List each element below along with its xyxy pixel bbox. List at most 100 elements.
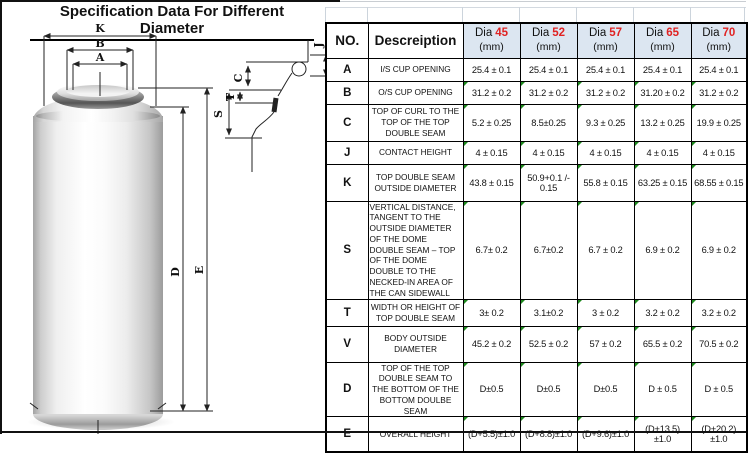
faint-gridline (462, 7, 463, 22)
row-letter: D (325, 361, 369, 418)
value-cell: (D+5.5)±1.0 (462, 416, 521, 453)
value-cell: (D+20.2) ±1.0 (690, 416, 748, 453)
row-letter: K (325, 163, 369, 202)
row-letter: A (325, 57, 369, 82)
value-cell: 63.25 ± 0.15 (633, 163, 692, 202)
value-cell: 25.4 ± 0.1 (519, 57, 578, 82)
col-header-dia-52: Dia 52 (mm) (519, 22, 578, 59)
row-description: OVERALL HEIGHT (367, 416, 464, 453)
value-cell: 3.2 ± 0.2 (633, 298, 692, 327)
frame-border-left (0, 0, 2, 434)
can-body (33, 116, 163, 414)
value-cell: 9.3 ± 0.25 (576, 103, 635, 142)
spec-row-A: A I/S CUP OPENING 25.4 ± 0.1 25.4 ± 0.1 … (325, 57, 748, 82)
dim-label-D: D (169, 267, 182, 277)
value-cell: 6.9 ± 0.2 (633, 200, 692, 300)
col-header-dia-70: Dia 70 (mm) (690, 22, 748, 59)
faint-gridline (325, 7, 326, 22)
dim-label-B: B (95, 37, 104, 50)
value-cell: (D+13.5) ±1.0 (633, 416, 692, 453)
row-description: WIDTH OR HEIGHT OF TOP DOUBLE SEAM (367, 298, 464, 327)
dimension-labels: K B A D E C T S J (95, 22, 325, 277)
dia-value: 57 (609, 27, 623, 40)
value-cell: 3± 0.2 (462, 298, 521, 327)
value-cell: D ± 0.5 (690, 361, 748, 418)
value-cell: 6.7± 0.2 (462, 200, 521, 300)
dia-value: 70 (722, 27, 736, 40)
col-header-dia-45: Dia 45 (mm) (462, 22, 521, 59)
value-cell: 6.7 ± 0.2 (576, 200, 635, 300)
value-cell: 68.55 ± 0.15 (690, 163, 748, 202)
row-description: BODY OUTSIDE DIAMETER (367, 325, 464, 363)
can-cup-inner (66, 85, 130, 97)
row-letter: V (325, 325, 369, 363)
row-description: TOP OF CURL TO THE TOP OF THE TOP DOUBLE… (367, 103, 464, 142)
value-cell: 70.5 ± 0.2 (690, 325, 748, 363)
value-cell: 3 ± 0.2 (576, 298, 635, 327)
value-cell: D±0.5 (519, 361, 578, 418)
value-cell: 65.5 ± 0.2 (633, 325, 692, 363)
value-cell: 5.2 ± 0.25 (462, 103, 521, 142)
dia-value: 52 (552, 27, 566, 40)
row-description: CONTACT HEIGHT (367, 140, 464, 165)
dimension-lines: K B A D E C T S J (29, 22, 331, 434)
value-cell: 4 ± 0.15 (576, 140, 635, 165)
can-technical-drawing: K B A D E C T S J (0, 0, 340, 434)
dim-label-A: A (95, 51, 105, 64)
col-header-dia-57: Dia 57 (mm) (576, 22, 635, 59)
value-cell: 55.8 ± 0.15 (576, 163, 635, 202)
spec-row-T: T WIDTH OR HEIGHT OF TOP DOUBLE SEAM 3± … (325, 298, 748, 327)
faint-gridline (576, 7, 577, 22)
value-cell: 31.2 ± 0.2 (690, 80, 748, 105)
dim-label-J: J (312, 42, 325, 48)
dia-prefix: Dia (645, 27, 664, 40)
value-cell: 25.4 ± 0.1 (633, 57, 692, 82)
value-cell: 50.9+0.1 /- 0.15 (519, 163, 578, 202)
value-cell: 4 ± 0.15 (690, 140, 748, 165)
row-letter: T (325, 298, 369, 327)
value-cell: 31.2 ± 0.2 (462, 80, 521, 105)
value-cell: D±0.5 (462, 361, 521, 418)
value-cell: 6.7±0.2 (519, 200, 578, 300)
dia-value: 65 (666, 27, 680, 40)
value-cell: D ± 0.5 (633, 361, 692, 418)
value-cell: 25.4 ± 0.1 (690, 57, 748, 82)
dim-label-K: K (95, 22, 105, 35)
dim-label-T: T (224, 92, 237, 101)
spec-row-V: V BODY OUTSIDE DIAMETER 45.2 ± 0.2 52.5 … (325, 325, 748, 363)
spec-row-C: C TOP OF CURL TO THE TOP OF THE TOP DOUB… (325, 103, 748, 142)
dia-unit: (mm) (479, 41, 504, 54)
value-cell: 31.2 ± 0.2 (576, 80, 635, 105)
dia-value: 45 (495, 27, 509, 40)
col-header-no: NO. (325, 22, 369, 59)
dia-prefix: Dia (702, 27, 720, 40)
dim-label-E: E (193, 266, 206, 274)
value-cell: 57 ± 0.2 (576, 325, 635, 363)
value-cell: 25.4 ± 0.1 (462, 57, 521, 82)
value-cell: 4 ± 0.15 (462, 140, 521, 165)
dia-unit: (mm) (593, 41, 618, 54)
dia-prefix: Dia (531, 27, 550, 40)
value-cell: 3.2 ± 0.2 (690, 298, 748, 327)
row-letter: B (325, 80, 369, 105)
faint-gridline (690, 7, 691, 22)
value-cell: 13.2 ± 0.25 (633, 103, 692, 142)
spec-row-D: D TOP OF THE TOP DOUBLE SEAM TO THE BOTT… (325, 361, 748, 418)
faint-gridline (325, 7, 746, 8)
frame-border-top (0, 0, 340, 2)
value-cell: 4 ± 0.15 (633, 140, 692, 165)
value-cell: (D+9.6)±1.0 (576, 416, 635, 453)
row-letter: C (325, 103, 369, 142)
value-cell: 31.20 ± 0.2 (633, 80, 692, 105)
dia-unit: (mm) (706, 41, 732, 54)
col-header-dia-65: Dia 65 (mm) (633, 22, 692, 59)
row-description: TOP OF THE TOP DOUBLE SEAM TO THE BOTTOM… (367, 361, 464, 418)
value-cell: 25.4 ± 0.1 (576, 57, 635, 82)
row-description: I/S CUP OPENING (367, 57, 464, 82)
faint-gridline (744, 7, 745, 22)
row-letter: E (325, 416, 369, 453)
specification-table: NO. Descreiption Dia 45 (mm) Dia 52 (mm) D… (325, 22, 748, 453)
row-description: TOP DOUBLE SEAM OUTSIDE DIAMETER (367, 163, 464, 202)
frame-border-bottom (0, 431, 746, 433)
